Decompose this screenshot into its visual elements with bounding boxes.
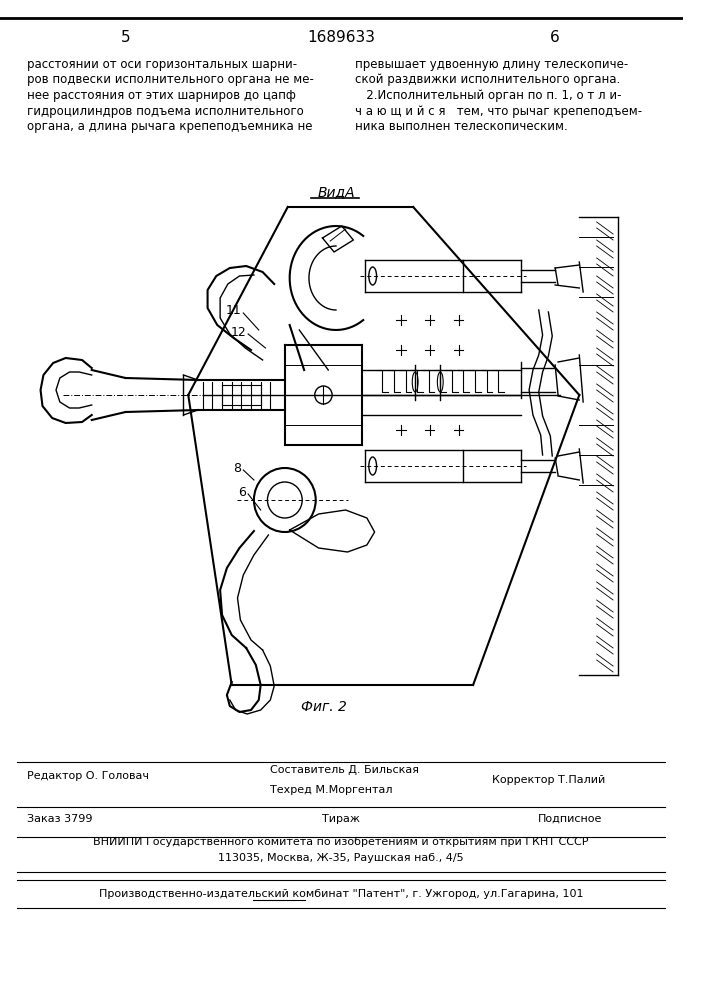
Text: ской раздвижки исполнительного органа.: ской раздвижки исполнительного органа. xyxy=(356,74,621,87)
Text: Фиг. 2: Фиг. 2 xyxy=(300,700,346,714)
Text: нее расстояния от этих шарниров до цапф: нее расстояния от этих шарниров до цапф xyxy=(27,89,296,102)
Text: расстоянии от оси горизонтальных шарни-: расстоянии от оси горизонтальных шарни- xyxy=(27,58,297,71)
Text: 113035, Москва, Ж-35, Раушская наб., 4/5: 113035, Москва, Ж-35, Раушская наб., 4/5 xyxy=(218,853,464,863)
Text: Редактор О. Головач: Редактор О. Головач xyxy=(27,771,149,781)
Text: Тираж: Тираж xyxy=(322,814,360,824)
Text: превышает удвоенную длину телескопиче-: превышает удвоенную длину телескопиче- xyxy=(356,58,629,71)
Text: ч а ю щ и й с я   тем, что рычаг крепеподъем-: ч а ю щ и й с я тем, что рычаг крепеподъ… xyxy=(356,104,643,117)
Text: ника выполнен телескопическим.: ника выполнен телескопическим. xyxy=(356,120,568,133)
Text: 6: 6 xyxy=(238,486,246,498)
Text: 11: 11 xyxy=(226,304,241,316)
Text: 5: 5 xyxy=(121,30,130,45)
Text: ВНИИПИ Государственного комитета по изобретениям и открытиям при ГКНТ СССР: ВНИИПИ Государственного комитета по изоб… xyxy=(93,837,588,847)
Text: Составитель Д. Бильская: Составитель Д. Бильская xyxy=(270,765,419,775)
Text: 2.Исполнительный орган по п. 1, о т л и-: 2.Исполнительный орган по п. 1, о т л и- xyxy=(356,89,621,102)
Text: 6: 6 xyxy=(550,30,560,45)
Text: Производственно-издательский комбинат "Патент", г. Ужгород, ул.Гагарина, 101: Производственно-издательский комбинат "П… xyxy=(98,889,583,899)
Text: гидроцилиндров подъема исполнительного: гидроцилиндров подъема исполнительного xyxy=(27,104,304,117)
Text: Заказ 3799: Заказ 3799 xyxy=(27,814,93,824)
Text: Корректор Т.Палий: Корректор Т.Палий xyxy=(492,775,606,785)
Text: 12: 12 xyxy=(230,326,246,338)
Text: органа, а длина рычага крепеподъемника не: органа, а длина рычага крепеподъемника н… xyxy=(27,120,312,133)
Text: 1689633: 1689633 xyxy=(307,30,375,45)
Text: 8: 8 xyxy=(233,462,241,475)
Text: Техред М.Моргентал: Техред М.Моргентал xyxy=(270,785,393,795)
Text: ВидA: ВидA xyxy=(317,185,355,199)
Text: ров подвески исполнительного органа не ме-: ров подвески исполнительного органа не м… xyxy=(27,74,314,87)
Text: Подписное: Подписное xyxy=(537,814,602,824)
